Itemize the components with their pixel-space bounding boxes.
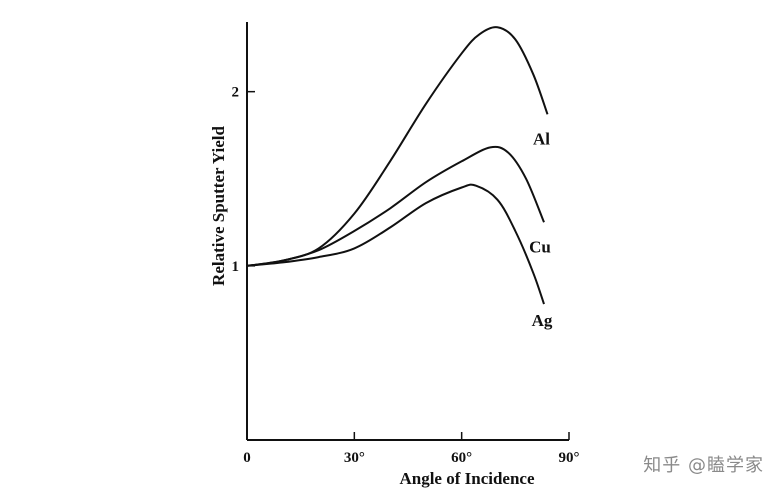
y-tick-label: 2 — [232, 85, 240, 101]
x-tick-label: 0 — [243, 450, 251, 466]
watermark-text: 知乎 @瞌学家 — [643, 455, 764, 476]
axes — [246, 22, 569, 441]
series-label-al: Al — [533, 129, 550, 148]
y-axis-title: Relative Sputter Yield — [209, 126, 228, 286]
x-tick-label: 30° — [344, 450, 365, 466]
x-axis-title: Angle of Incidence — [399, 469, 535, 488]
series-label-cu: Cu — [529, 237, 551, 256]
labels: Angle of Incidence Relative Sputter Yield… — [209, 126, 553, 488]
x-tick-label: 90° — [559, 450, 580, 466]
series — [246, 26, 549, 305]
series-line-al — [246, 26, 549, 267]
ticks: 0 30° 60° 90° 1 2 — [232, 85, 580, 466]
series-line-ag — [246, 183, 545, 305]
series-line-cu — [246, 145, 545, 267]
y-tick-label: 1 — [232, 259, 240, 275]
x-tick-label: 60° — [451, 450, 472, 466]
series-label-ag: Ag — [532, 311, 553, 330]
